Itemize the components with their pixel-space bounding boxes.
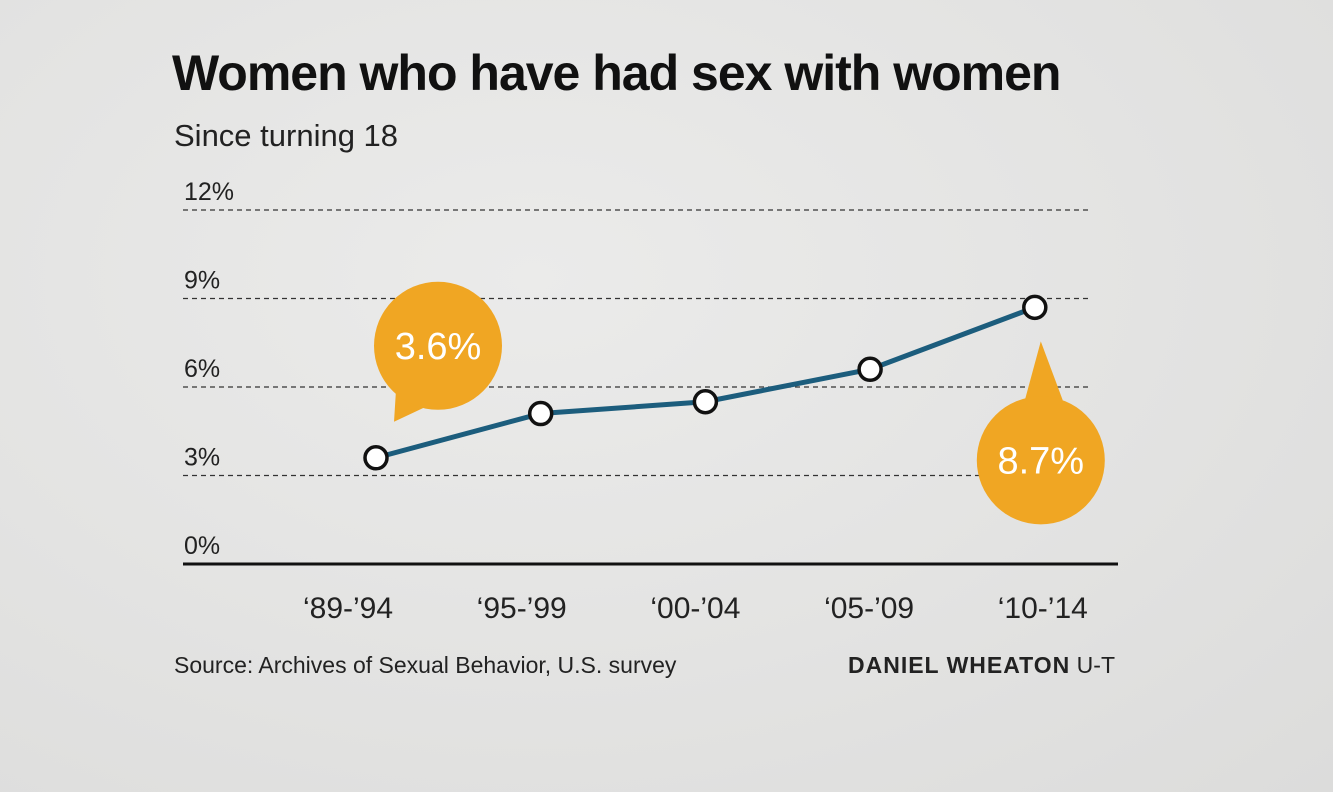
data-point xyxy=(363,445,389,471)
data-point xyxy=(857,356,883,383)
x-category-label: ‘89-’94 xyxy=(303,592,393,625)
callout-bubble: 8.7% xyxy=(976,341,1105,525)
callout-label: 8.7% xyxy=(997,440,1084,482)
y-tick-label: 3% xyxy=(184,444,220,472)
source-note: Source: Archives of Sexual Behavior, U.S… xyxy=(174,652,677,678)
data-point xyxy=(1022,294,1048,321)
x-category-label: ‘05-’09 xyxy=(824,592,914,625)
callout-label: 3.6% xyxy=(395,326,482,368)
callout-circle xyxy=(976,396,1105,525)
y-tick-label: 6% xyxy=(184,355,220,383)
y-tick-label: 9% xyxy=(184,267,220,295)
byline-org: U-T xyxy=(1076,652,1115,678)
callout-pointer xyxy=(1024,341,1063,401)
grid-layer xyxy=(183,209,1118,566)
data-point xyxy=(527,400,554,427)
y-tick-label: 12% xyxy=(184,178,234,206)
y-tick-label: 0% xyxy=(184,532,220,560)
byline: DANIEL WHEATON U-T xyxy=(848,652,1115,679)
callout-bubble: 3.6% xyxy=(374,281,502,422)
byline-name: DANIEL WHEATON xyxy=(848,652,1071,678)
callout-circle xyxy=(374,281,502,410)
chart-subtitle: Since turning 18 xyxy=(174,118,399,153)
y-axis-ticks: 0% 3% 6% 9% 12% xyxy=(184,178,234,560)
callout-layer: 3.6% 8.7% xyxy=(374,281,1105,525)
data-points xyxy=(363,294,1048,471)
data-point xyxy=(692,389,719,415)
x-axis-labels: ‘89-’94 ‘95-’99 ‘00-’04 ‘05-’09 ‘10-’14 xyxy=(303,592,1088,625)
x-category-label: ‘00-’04 xyxy=(650,592,740,625)
chart-title: Women who have had sex with women xyxy=(172,45,1061,101)
x-category-label: ‘95-’99 xyxy=(477,592,567,625)
x-category-label: ‘10-’14 xyxy=(998,592,1088,625)
